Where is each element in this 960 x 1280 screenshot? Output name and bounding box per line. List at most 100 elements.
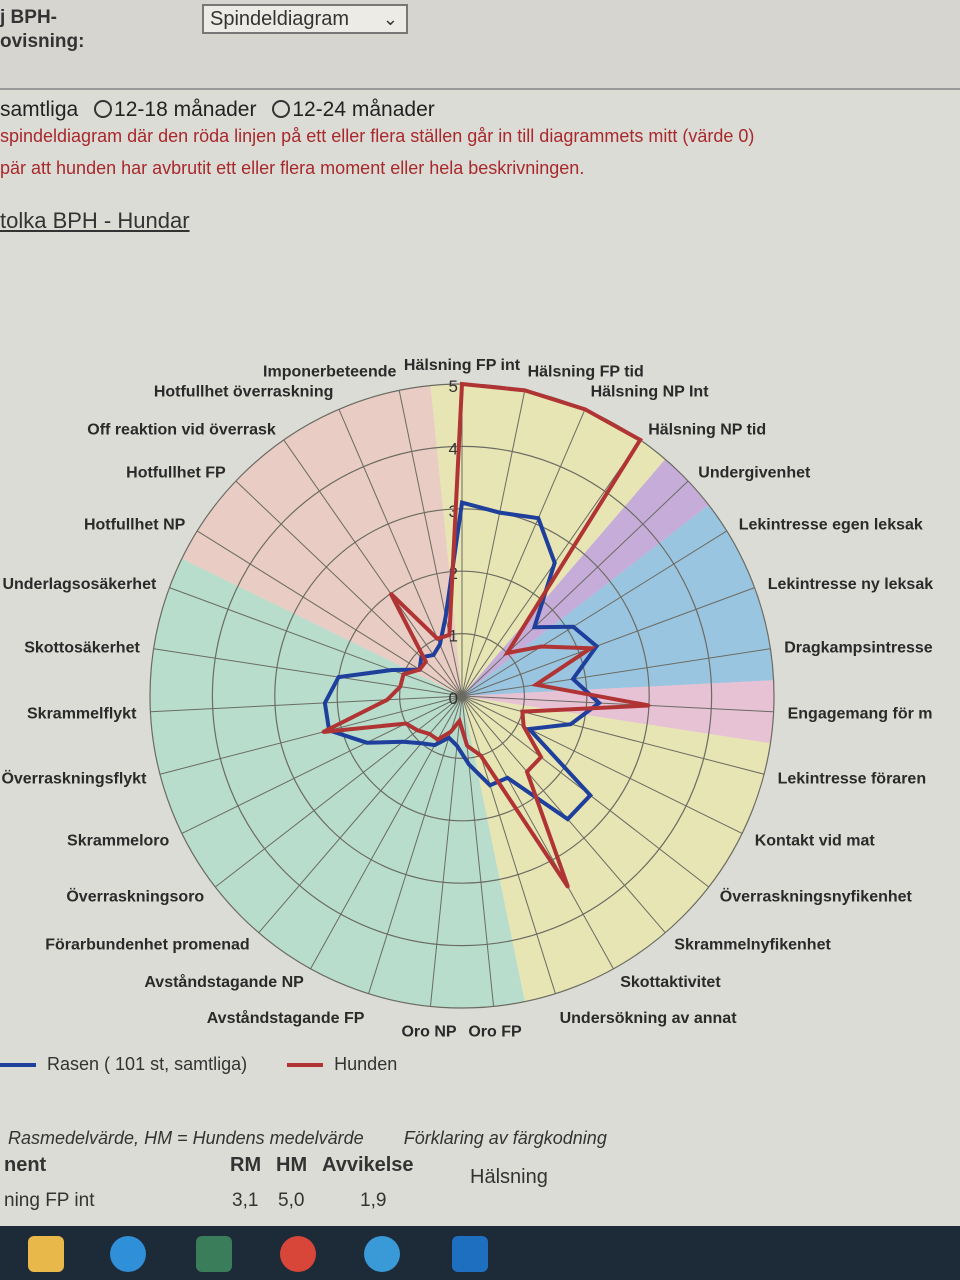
view-select-value: Spindeldiagram <box>210 8 349 30</box>
category-label-4: Undergivenhet <box>698 464 811 481</box>
r-tick-1: 1 <box>449 627 458 646</box>
spoke-22 <box>159 695 463 775</box>
point-1-10 <box>522 724 526 728</box>
ie-icon[interactable] <box>364 1236 400 1272</box>
category-label-20: Överraskningsoro <box>66 887 204 906</box>
category-label-3: Hälsning NP tid <box>648 421 766 438</box>
point-0-15 <box>467 762 471 766</box>
spoke-5 <box>461 530 728 697</box>
category-label-8: Engagemang för m <box>788 706 933 723</box>
point-1-4 <box>505 651 509 655</box>
option-12-24-label[interactable]: 12-24 månader <box>292 98 435 121</box>
spoke-2 <box>461 409 586 697</box>
category-label-11: Överraskningsnyfikenhet <box>720 887 913 906</box>
abbreviation-line: Rasmedelvärde, HM = Hundens medelvärde F… <box>8 1128 607 1149</box>
point-1-15 <box>465 744 469 748</box>
category-label-7: Dragkampsintresse <box>784 640 933 657</box>
point-0-16 <box>455 744 459 748</box>
spoke-6 <box>461 587 755 697</box>
page-label: j BPH- ovisning: <box>0 6 84 54</box>
category-label-10: Kontakt vid mat <box>755 833 876 850</box>
point-1-8 <box>647 703 651 707</box>
spoke-8 <box>461 695 774 713</box>
point-0-17 <box>447 736 451 740</box>
spoke-18 <box>310 695 463 970</box>
point-0-19 <box>419 741 423 745</box>
point-0-21 <box>365 741 369 745</box>
note-line2: pär att hunden har avbrutit ett eller fl… <box>0 158 585 178</box>
point-1-12 <box>525 770 529 774</box>
point-1-9 <box>520 710 524 714</box>
category-label-26: Hotfullhet NP <box>84 517 186 534</box>
point-0-25 <box>390 668 394 672</box>
edge-icon[interactable] <box>110 1236 146 1272</box>
point-0-7 <box>571 677 575 681</box>
view-select[interactable]: Spindeldiagram ⌄ <box>202 4 408 34</box>
spoke-7 <box>461 648 771 697</box>
category-label-28: Off reaktion vid överrask <box>87 421 276 438</box>
radio-12-18[interactable] <box>94 100 113 118</box>
point-0-23 <box>323 701 327 705</box>
category-label-2: Hälsning NP Int <box>591 383 710 400</box>
spoke-25 <box>169 587 463 697</box>
sector-3 <box>462 680 775 744</box>
spoke-17 <box>368 695 463 994</box>
point-1-6 <box>589 646 593 650</box>
spoke-9 <box>461 695 765 775</box>
spoke-14 <box>461 695 556 994</box>
row1-hm: 5,0 <box>278 1190 305 1211</box>
point-1-14 <box>479 754 483 758</box>
point-1-5 <box>539 644 543 648</box>
category-label-18: Avståndstagande NP <box>144 973 304 991</box>
category-label-6: Lekintresse ny leksak <box>768 576 934 593</box>
radio-12-24[interactable] <box>272 100 291 118</box>
spoke-23 <box>150 695 463 713</box>
category-label-21: Skrammeloro <box>67 833 169 850</box>
point-1-30 <box>447 633 451 637</box>
point-0-8 <box>597 701 601 705</box>
point-1-26 <box>418 668 422 672</box>
point-1-19 <box>427 732 431 736</box>
point-0-18 <box>433 743 437 747</box>
color-explanation-row: Hälsning <box>470 1166 548 1188</box>
page-label-line2: ovisning: <box>0 31 85 52</box>
r-tick-4: 4 <box>449 439 458 458</box>
option-all-label[interactable]: samtliga <box>0 98 79 121</box>
point-0-24 <box>337 675 341 679</box>
category-label-24: Skottosäkerhet <box>24 640 140 657</box>
spoke-29 <box>338 409 463 697</box>
point-1-28 <box>389 592 393 596</box>
point-0-29 <box>438 642 442 646</box>
point-1-3 <box>638 438 642 442</box>
point-1-29 <box>435 637 439 641</box>
point-0-10 <box>527 727 531 731</box>
point-0-11 <box>588 793 592 797</box>
abbr-text: Rasmedelvärde, HM = Hundens medelvärde <box>8 1128 364 1148</box>
sector-6 <box>181 385 462 696</box>
point-1-20 <box>416 728 420 732</box>
spoke-20 <box>214 695 463 888</box>
top-bar <box>0 0 960 90</box>
category-label-0: Hälsning FP int <box>404 357 521 374</box>
point-1-7 <box>534 683 538 687</box>
category-label-9: Lekintresse föraren <box>778 771 927 788</box>
col-hm: HM <box>276 1154 308 1176</box>
chrome-icon[interactable] <box>280 1236 316 1272</box>
category-label-14: Undersökning av annat <box>560 1010 738 1027</box>
spoke-30 <box>398 390 463 697</box>
category-label-5: Lekintresse egen leksak <box>739 517 923 534</box>
point-1-22 <box>321 730 325 734</box>
point-0-0 <box>460 501 464 505</box>
app-s-icon[interactable] <box>196 1236 232 1272</box>
col-moment: nent <box>4 1154 47 1176</box>
point-0-2 <box>536 516 540 520</box>
outlook-icon[interactable] <box>452 1236 488 1272</box>
row1-moment: ning FP int <box>4 1190 95 1211</box>
point-0-3 <box>553 561 557 565</box>
interpret-link[interactable]: tolka BPH - Hundar <box>0 208 190 233</box>
file-explorer-icon[interactable] <box>28 1236 64 1272</box>
category-label-25: Underlagsosäkerhet <box>2 576 157 593</box>
r-tick-3: 3 <box>449 502 458 521</box>
sector-5 <box>149 558 525 1008</box>
option-12-18-label[interactable]: 12-18 månader <box>114 98 257 121</box>
